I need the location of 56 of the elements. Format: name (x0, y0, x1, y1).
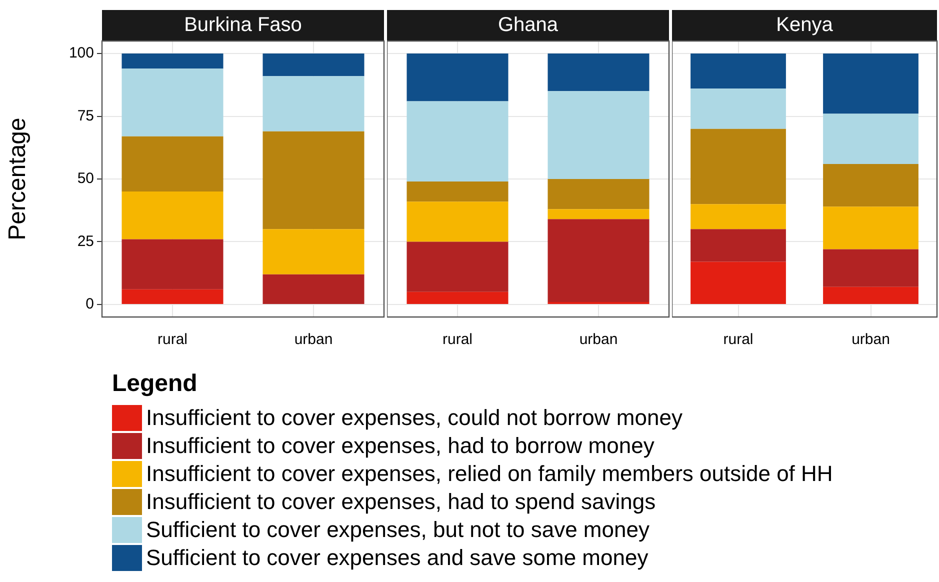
x-tick-label: rural (442, 331, 473, 348)
bar (548, 91, 650, 179)
x-tick-label: rural (157, 331, 188, 348)
y-tick-label: 50 (77, 170, 94, 188)
bar (122, 192, 224, 240)
y-axis-title: Percentage (4, 118, 32, 240)
bar (690, 229, 786, 262)
bar (690, 262, 786, 304)
legend-label: Sufficient to cover expenses, but not to save money (146, 517, 650, 543)
bar (406, 292, 508, 304)
x-tick-label: urban (852, 331, 890, 348)
bar (823, 114, 918, 164)
bar (122, 239, 224, 290)
bar (262, 131, 364, 230)
bar (262, 274, 364, 304)
bar (406, 202, 508, 242)
bar (690, 54, 786, 89)
bar (262, 54, 364, 76)
bar (690, 204, 786, 230)
y-tick-label: 100 (68, 44, 94, 62)
chart-title: Burkina Faso (102, 10, 384, 41)
chart-title: Ghana (387, 10, 669, 41)
bar (823, 286, 918, 304)
x-tick-label: urban (579, 331, 618, 348)
bar (823, 206, 918, 250)
bar (406, 242, 508, 292)
bar (122, 289, 224, 304)
bar (122, 136, 224, 192)
legend-label: Insufficient to cover expenses, had to spend savings (146, 489, 656, 515)
bar (548, 54, 650, 92)
bar (548, 209, 650, 220)
bar (406, 182, 508, 202)
x-tick-label: rural (723, 331, 754, 348)
bar (823, 164, 918, 207)
x-tick-label: urban (294, 331, 333, 348)
y-tick-label: 0 (86, 296, 94, 313)
bar (548, 179, 650, 210)
bar (406, 54, 508, 102)
bar (122, 68, 224, 136)
legend-label: Insufficient to cover expenses, had to borrow money (146, 433, 654, 459)
bar (406, 101, 508, 182)
legend-title: Legend (112, 370, 198, 398)
bar (690, 88, 786, 129)
y-tick-label: 75 (77, 107, 94, 124)
bar (548, 219, 650, 302)
legend-label: Sufficient to cover expenses and save some money (146, 545, 648, 571)
y-tick-label: 25 (77, 232, 94, 250)
bar (122, 54, 224, 69)
bar (262, 229, 364, 274)
legend-label: Insufficient to cover expenses, relied on family members outside of HH (146, 461, 833, 487)
bar (690, 128, 786, 204)
bar (262, 76, 364, 132)
bar (823, 249, 918, 287)
legend-label: Insufficient to cover expenses, could not borrow money (146, 405, 682, 431)
bar (823, 54, 918, 114)
chart-title: Kenya (672, 10, 937, 41)
